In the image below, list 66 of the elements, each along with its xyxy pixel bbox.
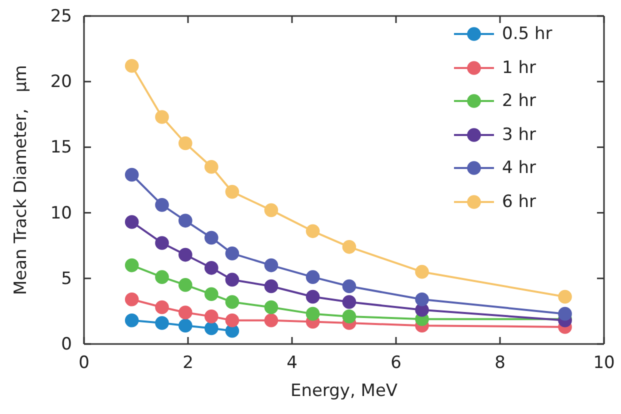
point [124,258,139,272]
point [155,270,169,284]
x-tick-label: 6 [390,353,402,374]
point [225,246,240,260]
y-tick-label: 0 [61,334,72,354]
point [178,214,192,228]
x-tick-label: 10 [593,353,615,374]
point [124,292,139,306]
x-tick-label: 2 [182,353,194,374]
y-tick-label: 25 [50,6,72,26]
point [225,184,240,199]
x-tick-label: 0 [78,353,90,374]
point [225,272,240,287]
point [124,215,139,229]
point [264,258,278,272]
point [264,279,278,294]
y-tick-label: 20 [50,72,72,92]
point [415,292,429,306]
point [124,58,139,73]
point [415,264,429,279]
legend-label: 3 hr [501,124,536,146]
legend-label: 2 hr [501,90,536,113]
point [264,203,278,218]
point [124,168,139,182]
point [155,236,169,250]
point [204,261,218,275]
point [306,306,320,321]
legend-label: 0.5 hr [501,23,552,46]
legend-label: 1 hr [501,56,536,80]
point [342,240,356,254]
x-tick-label: 8 [494,353,506,374]
point [178,248,192,262]
point [342,295,356,309]
point [204,160,218,174]
point [306,290,320,304]
point [225,313,240,328]
point [178,136,192,150]
point [178,318,192,333]
point [178,278,192,292]
point [155,198,169,212]
y-tick-label: 5 [61,268,72,289]
point [342,310,356,324]
point [558,306,572,321]
point [155,300,169,314]
point [204,310,218,324]
x-tick-label: 4 [286,353,298,374]
point [155,316,169,330]
y-axis-title: Mean Track Diameter, µm [11,65,31,295]
point [204,321,218,336]
y-tick-label: 10 [50,203,72,224]
point [264,313,278,328]
point [204,230,218,245]
point [225,295,240,309]
point [178,306,192,320]
y-tick-label: 15 [50,138,72,158]
point [264,300,278,314]
point [204,287,218,302]
point [306,224,320,238]
legend-label: 6 hr [501,190,536,214]
point [306,270,320,284]
point [155,110,169,124]
x-axis-title: Energy, MeV [290,381,398,401]
point [342,279,356,294]
point [124,313,139,328]
point [558,290,572,304]
legend-label: 4 hr [501,157,536,180]
